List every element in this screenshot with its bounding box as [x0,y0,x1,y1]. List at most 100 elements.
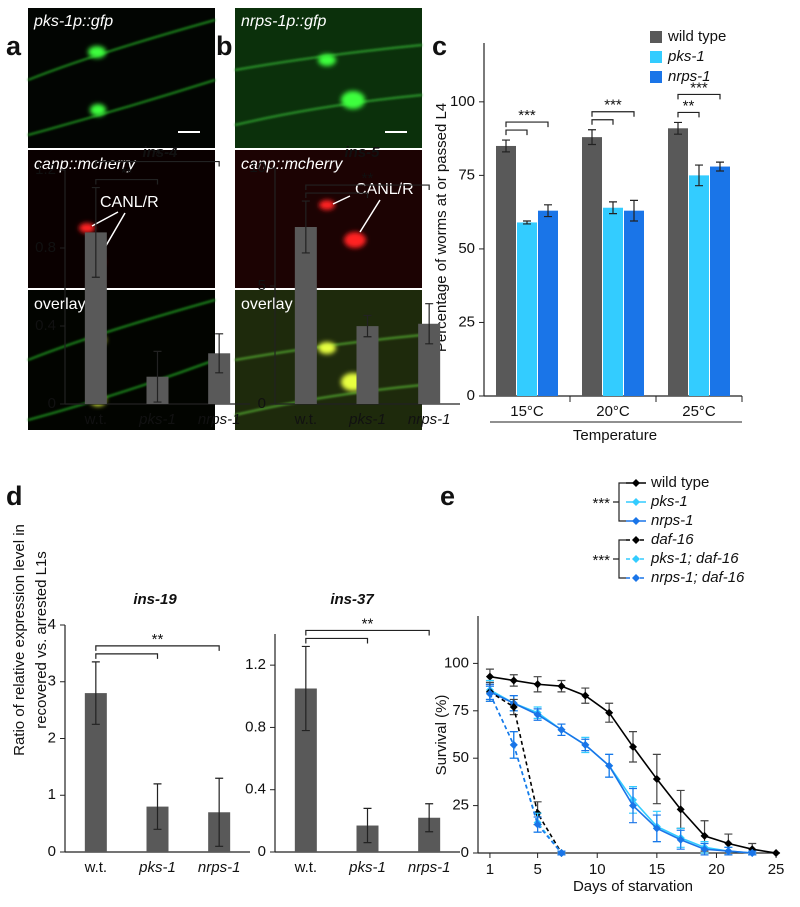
point [676,805,685,814]
x-tick-label: pks-1 [348,859,386,876]
y-tick-label: 0 [258,395,266,412]
point [652,824,661,833]
significance-bracket [305,629,430,636]
point [700,831,709,840]
significance-label: ** [152,631,164,648]
bar [84,693,107,852]
point [557,682,566,691]
image-caption: pks-1p::gfp [33,13,113,30]
y-tick-label: 0 [258,843,266,860]
x-tick-label: 20°C [596,403,630,420]
point [629,801,637,810]
point [509,676,518,685]
point [676,835,685,844]
error-bar [301,200,310,254]
bar [668,128,688,396]
bar [517,222,537,396]
bar [538,210,558,396]
y-tick-label: 0.4 [245,781,266,798]
significance-bracket [305,184,430,191]
legend-marker [632,536,640,544]
x-tick-label: 25 [768,861,785,878]
y-tick-label: 0.4 [35,317,56,334]
image-caption: canp::mcherry [34,156,136,173]
error-bar [363,807,372,844]
panel-label: e [440,481,455,511]
y-tick-label: 100 [450,93,475,110]
y-tick-label: 25 [452,797,469,814]
error-bar [544,204,552,218]
significance-label: * [155,147,161,164]
error-bar [588,129,596,146]
legend-marker [632,574,640,582]
significance-label: *** [592,495,610,512]
y-tick-label: 10 [249,159,266,176]
legend-label: wild type [650,474,709,491]
chart-title: ins-19 [133,591,177,608]
y-tick-label: 0.8 [245,718,266,735]
image-caption: overlay [34,296,86,313]
x-tick-label: w.t. [294,411,318,428]
significance-bracket [505,129,528,136]
legend-label: nrps-1 [651,512,694,529]
x-tick-label: pks-1 [138,859,176,876]
panel-label: c [432,31,447,61]
image-panel-a: pks-1p::gfp canp::mcherry CANL/R overlay [27,8,216,430]
legend-marker [632,479,640,487]
point [557,725,566,734]
error-bar [695,164,703,187]
point [652,775,661,784]
point [557,849,566,857]
error-bar [674,121,682,135]
chart-title: ins-37 [330,591,374,608]
y-tick-label: 0 [48,395,56,412]
series-line [489,691,563,854]
point [533,680,542,689]
legend-label: pks-1 [650,493,688,510]
error-bar [301,645,310,732]
significance-label: ** [362,615,374,632]
significance-bracket [677,111,700,118]
y-tick-label: 100 [444,654,469,671]
legend-label: wild type [667,28,726,45]
error-bar [609,201,617,215]
significance-bracket [591,111,635,117]
significance-bracket [95,653,159,659]
significance-bracket [95,160,220,167]
error-bar [630,199,638,222]
point [581,691,590,700]
error-bar [425,303,434,345]
point [724,847,733,856]
bar [603,207,623,396]
y-tick-label: 2 [48,729,56,746]
x-axis-label: Days of starvation [573,878,693,895]
significance-bracket [95,178,159,185]
point [533,820,542,829]
significance-bracket [505,121,549,128]
y-tick-label: 0 [48,843,56,860]
error-bar [215,777,224,847]
image-caption: canp::mcherry [241,156,343,173]
error-bar [523,220,531,225]
significance-bracket [305,637,369,644]
bar [689,175,709,396]
significance-label: ** [683,97,695,114]
x-tick-label: 25°C [682,403,716,420]
point [509,703,518,712]
point [700,845,709,854]
legend-label: nrps-1 [668,68,711,85]
point [605,708,614,717]
legend-swatch [650,51,662,63]
x-tick-label: nrps-1 [198,859,241,876]
bar [84,232,107,404]
y-tick-label: 75 [458,166,475,183]
significance-bracket [613,482,626,522]
bar [294,227,317,404]
y-tick-label: 1.2 [35,161,56,178]
bar [356,326,379,404]
x-tick-label: 15°C [510,403,544,420]
image-caption: nrps-1p::gfp [241,13,326,30]
bar [418,817,441,852]
bar [418,323,441,404]
legend-label: daf-16 [651,531,694,548]
